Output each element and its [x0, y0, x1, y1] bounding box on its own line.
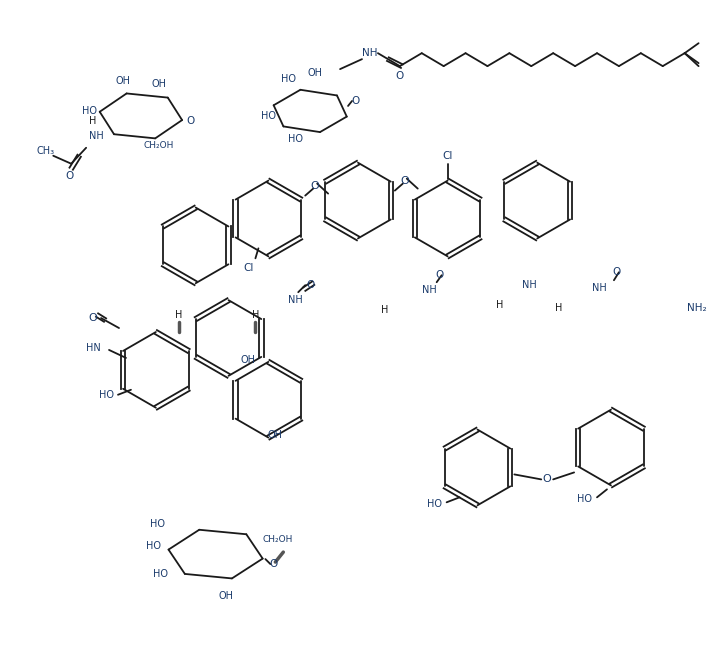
Text: H: H [90, 116, 97, 126]
Text: NH₂: NH₂ [687, 303, 707, 313]
Text: H: H [495, 300, 503, 310]
Text: O: O [351, 96, 359, 106]
Text: OH: OH [268, 429, 283, 440]
Text: O: O [435, 270, 444, 280]
Text: HO: HO [261, 111, 276, 121]
Text: O: O [89, 313, 97, 323]
Text: NH: NH [89, 131, 104, 141]
Text: H: H [252, 310, 259, 320]
Text: O: O [613, 267, 621, 277]
Text: NH: NH [522, 280, 537, 290]
Text: O: O [400, 176, 409, 186]
Text: OH: OH [115, 76, 130, 86]
Text: HO: HO [150, 519, 165, 529]
Text: NH: NH [591, 283, 606, 293]
Text: Cl: Cl [243, 263, 253, 273]
Text: O: O [269, 559, 278, 569]
Text: HO: HO [427, 499, 442, 509]
Text: NH: NH [288, 295, 303, 305]
Text: O: O [187, 116, 195, 126]
Text: HO: HO [576, 494, 591, 505]
Text: OH: OH [241, 355, 256, 365]
Text: CH₂OH: CH₂OH [144, 141, 174, 150]
Text: H: H [381, 305, 389, 315]
Text: OH: OH [308, 68, 323, 78]
Text: NH: NH [362, 48, 378, 58]
Text: HN: HN [86, 343, 100, 353]
Text: O: O [543, 474, 551, 484]
Text: O: O [311, 181, 319, 191]
Text: OH: OH [218, 591, 233, 601]
Text: HO: HO [288, 134, 303, 144]
Text: OH: OH [151, 79, 166, 89]
Text: HO: HO [146, 541, 161, 551]
Text: HO: HO [281, 74, 296, 84]
Text: CH₂OH: CH₂OH [262, 535, 293, 543]
Text: H: H [556, 303, 563, 313]
Text: O: O [396, 71, 404, 81]
Text: HO: HO [99, 390, 114, 400]
Text: NH: NH [422, 285, 437, 295]
Text: CH₃: CH₃ [37, 146, 54, 155]
Text: HO: HO [153, 569, 168, 579]
Text: O: O [306, 280, 314, 290]
Text: HO: HO [82, 106, 97, 116]
Text: O: O [65, 171, 73, 181]
Text: H: H [175, 310, 183, 320]
Text: Cl: Cl [442, 151, 453, 161]
